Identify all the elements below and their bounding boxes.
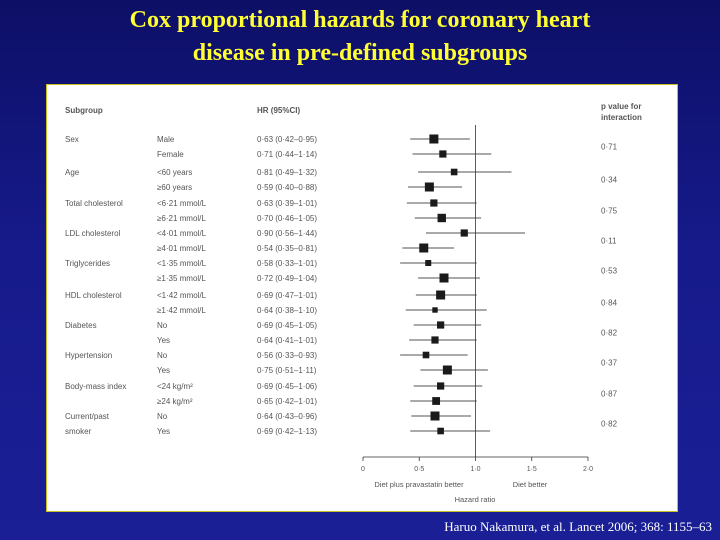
slide-title-line-2: disease in pre-defined subgroups xyxy=(192,40,528,66)
p-value: 0·34 xyxy=(601,176,618,185)
hr-marker xyxy=(430,411,440,421)
hr-marker xyxy=(460,229,468,237)
hr-ci-text: 0·75 (0·51–1·11) xyxy=(257,366,317,375)
citation: Haruo Nakamura, et al. Lancet 2006; 368:… xyxy=(444,519,712,534)
hr-marker xyxy=(431,336,439,344)
hr-marker xyxy=(437,321,445,329)
hr-ci-text: 0·90 (0·56–1·44) xyxy=(257,229,317,238)
subgroup-name: Body-mass index xyxy=(65,382,126,391)
hr-ci-text: 0·69 (0·47–1·01) xyxy=(257,291,317,300)
hr-ci-text: 0·69 (0·45–1·06) xyxy=(257,382,317,391)
category-label: ≥1·42 mmol/L xyxy=(157,306,206,315)
subgroup-name: Sex xyxy=(65,135,79,144)
hr-ci-text: 0·71 (0·44–1·14) xyxy=(257,150,317,159)
hr-ci-text: 0·54 (0·35–0·81) xyxy=(257,244,317,253)
hr-marker xyxy=(430,199,438,207)
category-label: ≥1·35 mmol/L xyxy=(157,274,206,283)
x-tick-label: 0 xyxy=(361,466,365,473)
p-value: 0·11 xyxy=(601,237,617,246)
p-value: 0·75 xyxy=(601,207,618,216)
hr-marker xyxy=(450,168,458,176)
hr-ci-text: 0·64 (0·38–1·10) xyxy=(257,306,317,315)
hr-marker xyxy=(432,397,441,405)
p-value: 0·82 xyxy=(601,420,618,429)
x-label-left: Diet plus pravastatin better xyxy=(374,480,464,489)
category-label: <6·21 mmol/L xyxy=(157,199,207,208)
hr-marker xyxy=(422,351,430,359)
header-p-value-line-1: p value for xyxy=(601,102,641,111)
subgroup-name: HDL cholesterol xyxy=(65,291,122,300)
p-value: 0·71 xyxy=(601,143,618,152)
category-label: Female xyxy=(157,150,184,159)
slide-title: Cox proportional hazards for coronary he… xyxy=(0,4,720,70)
category-label: Yes xyxy=(157,427,170,436)
subgroup-name: Hypertension xyxy=(65,351,112,360)
subgroup-name-line-2: smoker xyxy=(65,427,92,436)
hr-ci-text: 0·64 (0·41–1·01) xyxy=(257,336,317,345)
header-p-value-line-2: interaction xyxy=(601,113,642,122)
hr-ci-text: 0·69 (0·42–1·13) xyxy=(257,427,317,436)
p-value: 0·53 xyxy=(601,267,618,276)
category-label: <1·42 mmol/L xyxy=(157,291,207,300)
hr-marker xyxy=(442,365,452,375)
category-label: Yes xyxy=(157,336,170,345)
category-label: No xyxy=(157,321,168,330)
slide-title-line-1: Cox proportional hazards for coronary he… xyxy=(129,7,591,33)
subgroup-name: Total cholesterol xyxy=(65,199,123,208)
hr-ci-text: 0·69 (0·45–1·05) xyxy=(257,321,317,330)
hr-ci-text: 0·59 (0·40–0·88) xyxy=(257,183,317,192)
category-label: Male xyxy=(157,135,175,144)
x-tick-label: 1·0 xyxy=(470,466,480,473)
category-label: <1·35 mmol/L xyxy=(157,259,207,268)
hr-marker xyxy=(437,382,445,390)
category-label: ≥6·21 mmol/L xyxy=(157,214,206,223)
hr-marker xyxy=(439,150,447,158)
hr-ci-text: 0·64 (0·43–0·96) xyxy=(257,412,317,421)
subgroup-name: Triglycerides xyxy=(65,259,110,268)
hr-ci-text: 0·63 (0·39–1·01) xyxy=(257,199,317,208)
hr-ci-text: 0·65 (0·42–1·01) xyxy=(257,397,317,406)
x-tick-label: 1·5 xyxy=(527,466,537,473)
hr-ci-text: 0·63 (0·42–0·95) xyxy=(257,135,317,144)
forest-plot-panel: Subgroup HR (95%CI) p value for interaction… xyxy=(46,84,678,512)
hr-marker xyxy=(424,182,434,192)
category-label: <60 years xyxy=(157,168,192,177)
hr-marker xyxy=(432,307,438,313)
p-value: 0·82 xyxy=(601,329,618,338)
hr-marker xyxy=(437,213,446,223)
hr-marker xyxy=(439,273,449,283)
category-label: Yes xyxy=(157,366,170,375)
category-label: ≥24 kg/m² xyxy=(157,397,193,406)
category-label: No xyxy=(157,351,168,360)
x-tick-label: 0·5 xyxy=(414,466,424,473)
hr-ci-text: 0·70 (0·46–1·05) xyxy=(257,214,317,223)
hr-marker xyxy=(436,290,446,300)
hr-marker xyxy=(437,427,444,435)
hr-ci-text: 0·56 (0·33–0·93) xyxy=(257,351,317,360)
category-label: ≥60 years xyxy=(157,183,192,192)
header-subgroup: Subgroup xyxy=(65,106,103,115)
hr-ci-text: 0·58 (0·33–1·01) xyxy=(257,259,317,268)
hr-ci-text: 0·81 (0·49–1·32) xyxy=(257,168,317,177)
x-tick-label: 2·0 xyxy=(583,466,593,473)
header-hr: HR (95%CI) xyxy=(257,106,300,115)
category-label: ≥4·01 mmol/L xyxy=(157,244,206,253)
p-value: 0·84 xyxy=(601,299,618,308)
subgroup-name: Diabetes xyxy=(65,321,97,330)
category-label: <24 kg/m² xyxy=(157,382,193,391)
hr-ci-text: 0·72 (0·49–1·04) xyxy=(257,274,317,283)
subgroup-name: Age xyxy=(65,168,80,177)
x-label-right: Diet better xyxy=(513,480,548,489)
hr-marker xyxy=(425,260,432,266)
p-value: 0·37 xyxy=(601,359,618,368)
hr-marker xyxy=(429,134,439,144)
category-label: <4·01 mmol/L xyxy=(157,229,207,238)
subgroup-name: Current/past xyxy=(65,412,110,421)
category-label: No xyxy=(157,412,168,421)
hr-marker xyxy=(419,243,429,253)
x-axis-title: Hazard ratio xyxy=(455,495,496,504)
forest-plot: Subgroup HR (95%CI) p value for interaction… xyxy=(65,102,642,504)
subgroup-name: LDL cholesterol xyxy=(65,229,121,238)
p-value: 0·87 xyxy=(601,390,618,399)
